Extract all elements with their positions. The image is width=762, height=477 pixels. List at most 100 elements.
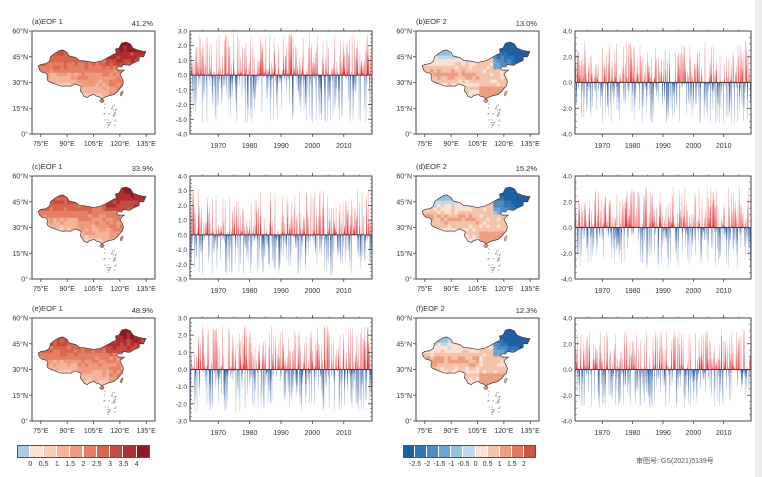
pc-bar	[207, 364, 208, 370]
pc-bar	[250, 75, 251, 117]
pc-bar	[649, 227, 651, 257]
pc-bar	[591, 210, 592, 228]
pc-bar	[626, 342, 628, 370]
pc-bar	[677, 338, 678, 370]
x-tick-label: 2010	[336, 143, 352, 150]
pc-bar	[194, 369, 196, 412]
pc-bar	[204, 367, 206, 370]
pc-bar	[197, 358, 199, 370]
pc-bar	[714, 347, 715, 370]
pc-bar	[345, 200, 346, 235]
pc-bar	[659, 192, 661, 228]
pc-bar	[285, 369, 287, 398]
pc-bar	[234, 356, 236, 370]
pc-bar	[746, 369, 748, 379]
pc-bar	[214, 234, 215, 237]
pc-bar	[194, 208, 195, 235]
pc-bar	[291, 36, 293, 76]
pc-bar	[646, 82, 647, 90]
pc-bar	[263, 234, 264, 273]
pc-bar	[346, 45, 347, 76]
pc-bar	[651, 227, 652, 253]
pc-bar	[601, 369, 602, 385]
pc-bar	[619, 360, 620, 370]
pc-bar	[311, 330, 313, 370]
pc-bar	[339, 203, 341, 235]
pc-bar	[584, 82, 585, 100]
pc-bar	[628, 82, 630, 93]
y-tick-label: 2.0	[178, 333, 187, 340]
pc-bar	[365, 234, 366, 243]
pc-bar	[645, 63, 647, 83]
pc-bar	[299, 234, 301, 270]
pc-bar	[221, 234, 223, 241]
pc-bar	[197, 232, 198, 235]
pc-bar	[632, 340, 633, 370]
pc-bar	[695, 369, 696, 373]
pc-bar	[280, 75, 282, 80]
pc-bar	[252, 231, 254, 235]
pc-bar	[598, 222, 600, 228]
pc-bar	[749, 355, 751, 370]
pc-bar	[223, 221, 225, 235]
pc-bar	[244, 68, 246, 76]
pc-bar	[724, 365, 725, 370]
pc-bar	[671, 222, 672, 228]
south-china-sea-islands	[487, 103, 501, 128]
pc-bar	[653, 369, 655, 404]
pc-bar	[268, 68, 269, 76]
y-tick-label: -2.0	[176, 401, 188, 408]
pc-bar	[347, 75, 349, 102]
pc-bar	[614, 227, 615, 263]
pc-bar	[308, 218, 309, 235]
pc-bar	[292, 75, 293, 118]
pc-bar	[346, 367, 348, 370]
y-tick-label: -1.0	[176, 384, 188, 391]
pc-bar	[602, 225, 603, 228]
pc-bar	[260, 36, 261, 76]
pc-bar	[739, 82, 740, 98]
pc-bar	[704, 82, 705, 107]
pc-bar	[690, 82, 692, 97]
pc-bar	[731, 227, 733, 229]
pc-bar	[669, 369, 671, 371]
pc-bar	[345, 369, 346, 380]
pc-bar	[271, 326, 272, 370]
pc-bar	[288, 234, 290, 266]
pc-bar	[628, 215, 629, 228]
pc-bar	[324, 326, 326, 370]
pc-bar	[681, 346, 683, 370]
pc-bar	[305, 75, 306, 103]
pc-bar	[344, 75, 346, 77]
pc-bar	[349, 75, 351, 123]
pc-bar	[361, 234, 362, 263]
pc-bar	[633, 227, 634, 235]
pc-bar	[627, 219, 629, 228]
y-tick-label: 4.0	[563, 316, 572, 323]
pc-bar	[749, 369, 750, 379]
pc-bar	[672, 369, 673, 383]
pc-bar	[196, 234, 197, 260]
pc-bar	[321, 234, 322, 255]
pc-bar	[297, 234, 299, 273]
pc-bar	[723, 227, 725, 236]
pc-bar	[209, 223, 211, 235]
pc-bar	[586, 369, 587, 376]
pc-bar	[728, 58, 730, 83]
pc-bar	[356, 215, 358, 235]
pc-bar	[585, 50, 586, 83]
pc-bar	[313, 230, 314, 235]
pc-bar	[240, 231, 242, 235]
pc-bar	[687, 82, 689, 85]
pc-bar	[628, 43, 629, 83]
pc-bar	[241, 369, 242, 380]
pc-bar	[236, 201, 238, 235]
pc-bar	[628, 369, 629, 384]
colorbar-swatch	[70, 445, 84, 458]
pc-bar	[722, 369, 723, 397]
pc-bar	[287, 70, 288, 76]
pc-bar	[646, 369, 648, 393]
pc-bar	[325, 234, 327, 241]
pc-bar	[316, 45, 317, 76]
panel-f-map-svg: (f)EOF 2 12.3%0°15°N30°N45°N60°N75°E 90°E 1…	[396, 304, 540, 435]
